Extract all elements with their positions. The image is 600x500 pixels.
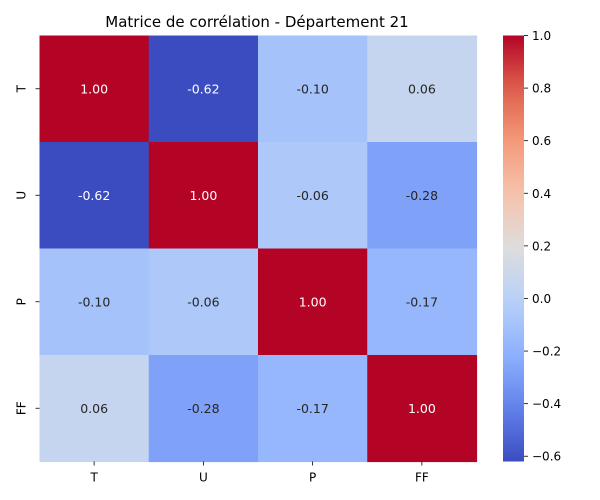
cell-value-label: 1.00 [189, 188, 217, 203]
heatmap-cell-FF-U [148, 355, 259, 463]
x-tick-label: FF [415, 471, 429, 485]
colorbar-tick-label: −0.6 [532, 450, 561, 464]
heatmap-cell-T-U [148, 35, 259, 143]
colorbar-tick-label: 1.0 [532, 29, 551, 43]
colorbar-tick-label: 0.8 [532, 82, 551, 96]
cell-value-label: -0.62 [187, 81, 219, 96]
cell-value-label: -0.10 [296, 81, 328, 96]
colorbar-tick-label: −0.4 [532, 397, 561, 411]
x-tick-label: T [89, 471, 98, 485]
cell-value-label: 1.00 [299, 294, 327, 309]
heatmap-cell-P-FF [367, 248, 478, 356]
cell-value-label: -0.62 [78, 188, 110, 203]
heatmap-cell-U-FF [367, 142, 478, 250]
cell-value-label: -0.06 [296, 188, 328, 203]
colorbar-tick-label: −0.2 [532, 345, 561, 359]
x-tick-label: P [309, 471, 316, 485]
colorbar-tick-label: 0.0 [532, 292, 551, 306]
heatmap-cell-FF-P [258, 355, 368, 463]
heatmap-cell-P-P [258, 248, 368, 356]
heatmap-cell-FF-T [39, 355, 150, 463]
heatmap-cell-T-FF [367, 35, 478, 143]
heatmap-cell-T-T [39, 35, 150, 143]
heatmap-cell-P-U [148, 248, 259, 356]
y-tick-label: U [15, 191, 29, 200]
colorbar-tick-label: 0.6 [532, 134, 551, 148]
heatmap-cell-FF-FF [367, 355, 478, 463]
x-tick-label: U [199, 471, 208, 485]
cell-value-label: -0.28 [406, 188, 438, 203]
colorbar-tick-label: 0.4 [532, 187, 551, 201]
y-tick-label: T [15, 84, 29, 93]
heatmap-cell-P-T [39, 248, 150, 356]
heatmap-cells: 1.00 -0.62 -0.10 0.06 -0.62 1.00 -0.06 -0.28 -0.… [39, 35, 478, 463]
x-axis: T U P FF [89, 461, 429, 485]
cell-value-label: 0.06 [80, 401, 108, 416]
cell-value-label: -0.28 [187, 401, 219, 416]
chart-title: Matrice de corrélation - Département 21 [105, 13, 408, 31]
heatmap-cell-U-P [258, 142, 368, 250]
y-axis: T U P FF [15, 84, 40, 415]
y-tick-label: P [15, 298, 29, 305]
cell-value-label: -0.10 [78, 294, 110, 309]
y-tick-label: FF [15, 401, 29, 415]
colorbar: 1.0 0.8 0.6 0.4 0.2 0.0 −0.2 −0.4 −0.6 [503, 29, 561, 464]
colorbar-gradient [503, 35, 524, 462]
cell-value-label: -0.17 [406, 294, 438, 309]
heatmap-cell-U-T [39, 142, 150, 250]
heatmap-cell-U-U [148, 142, 259, 250]
colorbar-tick-label: 0.2 [532, 239, 551, 253]
cell-value-label: 1.00 [80, 81, 108, 96]
cell-value-label: 1.00 [408, 401, 436, 416]
cell-value-label: -0.17 [296, 401, 328, 416]
cell-value-label: -0.06 [187, 294, 219, 309]
heatmap-cell-T-P [258, 35, 368, 143]
cell-value-label: 0.06 [408, 81, 436, 96]
